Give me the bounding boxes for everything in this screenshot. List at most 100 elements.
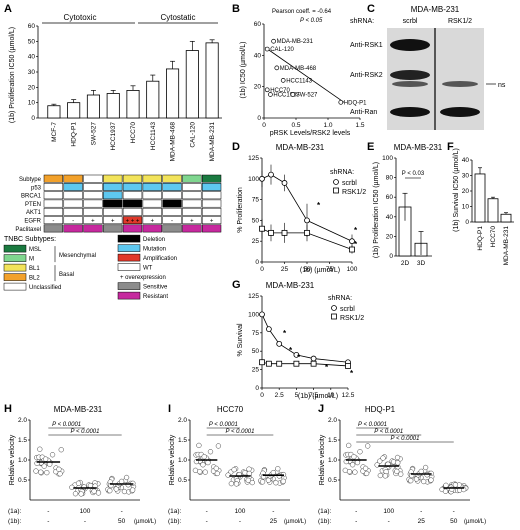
panel-j-row2-val: - <box>388 518 390 525</box>
grid-cell-egfr <box>63 216 83 225</box>
panel-g-star: * <box>350 369 354 378</box>
panel-a-ytick-label: 40 <box>28 54 36 61</box>
grid-cell-brca1 <box>162 191 182 200</box>
legend-swatch-mutation <box>117 244 141 252</box>
panel-g-star: * <box>283 329 287 338</box>
panel-g-ytick-label: 25 <box>252 367 260 374</box>
panel-label-a: A <box>4 3 12 15</box>
panel-h-pvalue: P < 0.0001 <box>71 429 100 435</box>
panel-h-dot <box>95 490 102 496</box>
panel-label-g: G <box>232 279 241 291</box>
panel-g-ylabel: % Survival <box>237 323 244 357</box>
panel-h-pvalue: P < 0.0001 <box>52 422 81 428</box>
scatter-label-mda-mb-231: MDA-MB-231 <box>277 39 314 45</box>
egfr-sign: - <box>72 219 74 225</box>
grid-cell-subtype <box>83 174 103 183</box>
panel-g-line-scrbl <box>261 314 349 363</box>
panel-d-xtick-label: 25 <box>281 266 289 273</box>
panel-d-star: * <box>354 240 358 249</box>
egfr-sign: + + + <box>126 219 140 225</box>
panel-label-i: I <box>168 403 171 415</box>
panel-i-row1-val: - <box>206 508 208 515</box>
grid-cell-subtype <box>103 174 123 183</box>
panel-a-ytick-label: 10 <box>28 100 36 107</box>
panel-b-xtick-label: 0 <box>262 122 266 129</box>
panel-g-xtick-label: 0 <box>260 392 264 399</box>
grid-cell-akt1 <box>43 207 64 216</box>
panel-j-dot <box>354 459 361 466</box>
legend-swatch-m <box>3 254 27 262</box>
band-rsk1-scrbl <box>390 39 430 51</box>
grid-cell-pten <box>142 199 162 208</box>
grid-cell-paclitaxel <box>83 224 103 233</box>
scatter-label-hcc1937: HCC1937 <box>273 93 300 99</box>
panel-i-dot <box>215 443 222 449</box>
panel-h-dot <box>56 466 62 472</box>
panel-g-title: MDA-MB-231 <box>266 281 315 290</box>
panel-j-dot <box>377 458 383 464</box>
panel-d-ylabel: % Proliferation <box>237 187 244 233</box>
blot-row-ran: Anti-Ran <box>350 109 377 116</box>
panel-label-f: F <box>447 141 454 153</box>
panel-g-point-scrbl <box>276 340 283 347</box>
shrna-label: shRNA: <box>350 18 374 25</box>
panel-j-dot <box>408 478 414 484</box>
panel-i-ylabel: Relative velocity <box>169 434 176 485</box>
panel-i-row2-val: 25 <box>270 518 278 525</box>
panel-d-xtick-label: 50 <box>303 266 311 273</box>
scatter-point-mda-mb-231 <box>271 38 276 44</box>
xtick-label-hcc1143: HCC1143 <box>150 122 157 150</box>
bar-mcf-7 <box>47 105 61 119</box>
panel-h-ytick-label: 0.5 <box>18 477 27 484</box>
grid-cell-paclitaxel <box>201 224 222 233</box>
panel-i-row1: (1a): <box>168 508 182 515</box>
panel-h-dot <box>78 491 84 497</box>
grid-cell-akt1 <box>201 207 222 216</box>
grid-cell-pten <box>201 199 222 208</box>
xtick-label-mda-mb-231: MDA-MB-231 <box>503 226 510 266</box>
panel-g-xtick-label: 10 <box>327 392 335 399</box>
panel-e-title: MDA-MB-231 <box>394 143 443 152</box>
legend-label-m: M <box>29 257 34 263</box>
grid-cell-paclitaxel <box>43 224 64 233</box>
panel-h-ytick-label: 1.0 <box>18 457 27 464</box>
panel-i-dot <box>233 481 240 487</box>
panel-h-dot <box>57 471 63 477</box>
panel-h-dot <box>87 482 94 489</box>
panel-h-ytick-label: 1.5 <box>18 437 27 444</box>
xtick-label-hcc70: HCC70 <box>130 122 137 144</box>
legend-label-status: + overexpression <box>120 275 166 281</box>
scatter-label-sw-527: SW-527 <box>296 93 318 99</box>
panel-d-ytick-label: 25 <box>252 238 260 245</box>
grid-cell-p53 <box>142 183 162 191</box>
legend-label-status: Sensitive <box>143 285 168 291</box>
panel-d-point-scrbl <box>259 175 265 182</box>
panel-d-point-rsk12 <box>349 246 355 253</box>
panel-h-row1: (1a): <box>8 508 22 515</box>
panel-i-plot: Relative velocity 0.5 1.0 1.5 2.0 (1a): (1b): -… <box>168 417 306 525</box>
grid-cell-p53 <box>182 183 202 191</box>
grid-cell-egfr <box>201 216 222 225</box>
scatter-label-hdq-p1: HDQ-P1 <box>344 100 367 106</box>
panel-d-point-scrbl <box>281 180 288 186</box>
group-cytotoxic: Cytotoxic <box>64 13 97 22</box>
g-legend-marker-scrbl <box>331 305 337 311</box>
grid-cell-subtype <box>43 174 64 183</box>
grid-cell-pten <box>103 199 123 208</box>
panel-g-point-rsk12 <box>293 360 300 367</box>
grid-cell-pten <box>122 199 143 208</box>
panel-a-ytick-label: 30 <box>28 69 36 76</box>
panel-j-ylabel: Relative velocity <box>319 434 326 485</box>
panel-h-dot <box>33 468 39 474</box>
panel-a-annotation-grid: Subtype p53 BRCA1 PTEN AKT1 EGFR - - + + + + + + - + +… <box>15 174 222 233</box>
legend-label-bl1: BL1 <box>29 266 40 272</box>
egfr-sign: - <box>171 219 173 225</box>
panel-h-dot <box>121 488 128 495</box>
panel-g-ytick-label: 0 <box>255 385 259 392</box>
panel-e-ytick-label: 60 <box>386 194 394 201</box>
grid-cell-egfr <box>142 216 162 225</box>
legend-label-status: Amplification <box>143 256 177 262</box>
legend-swatch-resistant <box>117 291 141 300</box>
panel-i-dot <box>197 468 203 475</box>
panel-h-dot <box>37 446 43 452</box>
